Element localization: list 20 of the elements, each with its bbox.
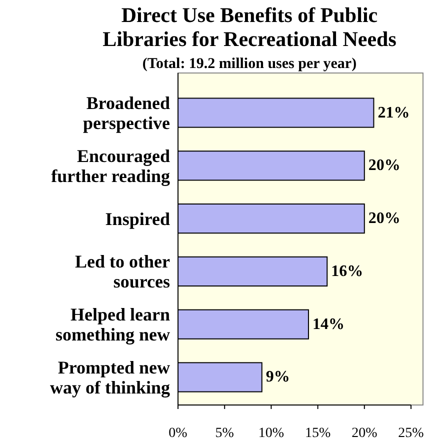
y-tick-label: Led to other sources (75, 252, 170, 292)
x-tick-label: 0% (168, 426, 188, 441)
data-label: 21% (378, 104, 410, 122)
x-tick-label: 25% (398, 426, 424, 441)
chart-title: Direct Use Benefits of Public Libraries for Recreational Needs (102, 3, 396, 51)
y-tick-label: Encouraged further reading (51, 146, 170, 186)
chart-subtitle: (Total: 19.2 million uses per year) (142, 56, 357, 72)
y-tick-label: Helped learn something new (55, 304, 170, 345)
y-tick-label: Prompted new way of thinking (50, 358, 170, 398)
y-tick-label: Inspired (105, 208, 170, 229)
x-tick-label: 10% (258, 426, 284, 441)
data-label: 20% (368, 210, 400, 228)
data-label: 20% (368, 157, 400, 174)
x-tick-label: 20% (352, 426, 378, 441)
data-label: 14% (312, 316, 344, 333)
data-label: 16% (331, 262, 364, 280)
x-tick-label: 5% (215, 426, 234, 441)
x-tick-label: 15% (304, 426, 331, 441)
y-tick-label: Broadened perspective (83, 93, 170, 134)
data-label: 9% (266, 368, 290, 386)
